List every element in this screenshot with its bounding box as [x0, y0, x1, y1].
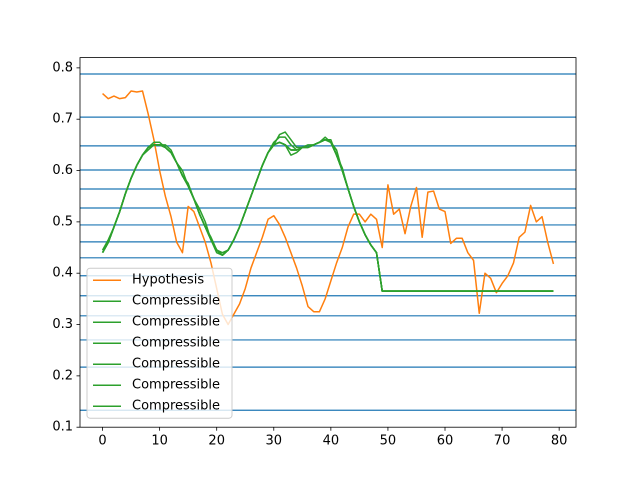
legend-label: Compressible — [132, 357, 220, 372]
plot-frame — [79, 57, 577, 428]
x-tick-label: 80 — [551, 434, 568, 449]
y-tick-label: 0.1 — [52, 420, 73, 435]
y-tick-label: 0.3 — [52, 317, 73, 332]
y-tick-label: 0.7 — [52, 112, 73, 127]
x-tick-label: 30 — [266, 434, 283, 449]
series-line — [102, 90, 555, 326]
legend-box — [86, 267, 233, 419]
x-tick-label: 10 — [151, 434, 168, 449]
legend: Hypothesis Compressible Compressible Compre… — [86, 267, 233, 419]
x-tick-label: 0 — [98, 434, 106, 449]
series-line — [101, 138, 554, 292]
x-tick-label: 60 — [437, 434, 454, 449]
x-tick-label: 70 — [494, 434, 511, 449]
legend-label: Hypothesis — [132, 273, 204, 288]
legend-label: Compressible — [132, 378, 220, 393]
legend-label: Compressible — [132, 294, 220, 309]
x-tick-label: 40 — [323, 434, 340, 449]
y-tick-label: 0.5 — [52, 214, 73, 229]
x-tick-label: 20 — [208, 434, 225, 449]
legend-label: Compressible — [132, 336, 220, 351]
y-tick-label: 0.8 — [52, 60, 73, 75]
y-tick-label: 0.4 — [52, 266, 73, 281]
y-tick-label: 0.2 — [52, 368, 73, 383]
legend-label: Compressible — [132, 315, 220, 330]
legend-label: Compressible — [132, 399, 220, 414]
y-tick-label: 0.6 — [52, 163, 73, 178]
x-tick-label: 50 — [380, 434, 397, 449]
